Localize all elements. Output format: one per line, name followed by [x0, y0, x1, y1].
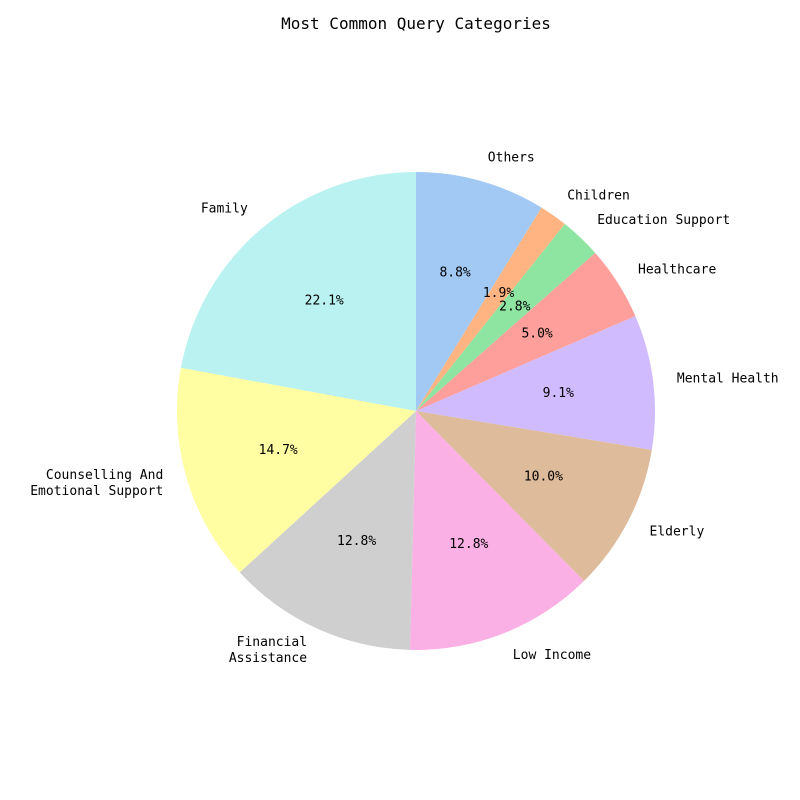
- category-label-healthcare: Healthcare: [638, 263, 716, 278]
- pct-label-education-support: 2.8%: [499, 300, 530, 315]
- category-label-education-support: Education Support: [597, 213, 730, 228]
- pct-label-elderly: 10.0%: [524, 469, 563, 484]
- pie-slice-counselling-and-emotional-support: [177, 367, 416, 573]
- category-label-mental-health: Mental Health: [677, 371, 779, 386]
- pct-label-family: 22.1%: [305, 293, 344, 308]
- pct-label-low-income: 12.8%: [449, 537, 488, 552]
- category-label-counselling-and-emotional-support: Counselling And Emotional Support: [30, 468, 163, 499]
- pct-label-counselling-and-emotional-support: 14.7%: [259, 443, 298, 458]
- pie-slice-elderly: [416, 411, 652, 582]
- pie-slice-children: [416, 207, 565, 411]
- category-label-elderly: Elderly: [650, 524, 705, 539]
- pie-slice-mental-health: [416, 316, 656, 450]
- pie-slice-others: [416, 172, 542, 411]
- pct-label-children: 1.9%: [483, 286, 514, 301]
- pie-slice-family: [180, 172, 416, 411]
- category-label-low-income: Low Income: [513, 648, 591, 663]
- category-label-others: Others: [488, 151, 535, 166]
- pie-slice-healthcare: [416, 252, 636, 411]
- chart-title: Most Common Query Categories: [281, 14, 551, 33]
- pie-slice-financial-assistance: [239, 411, 416, 650]
- pie-slice-education-support: [416, 224, 596, 411]
- pie-slice-low-income: [409, 411, 584, 650]
- pct-label-financial-assistance: 12.8%: [337, 534, 376, 549]
- pct-label-others: 8.8%: [439, 266, 470, 281]
- category-label-financial-assistance: Financial Assistance: [229, 635, 307, 666]
- pct-label-healthcare: 5.0%: [521, 327, 552, 342]
- category-label-family: Family: [201, 202, 248, 217]
- category-label-children: Children: [567, 188, 630, 203]
- pct-label-mental-health: 9.1%: [543, 386, 574, 401]
